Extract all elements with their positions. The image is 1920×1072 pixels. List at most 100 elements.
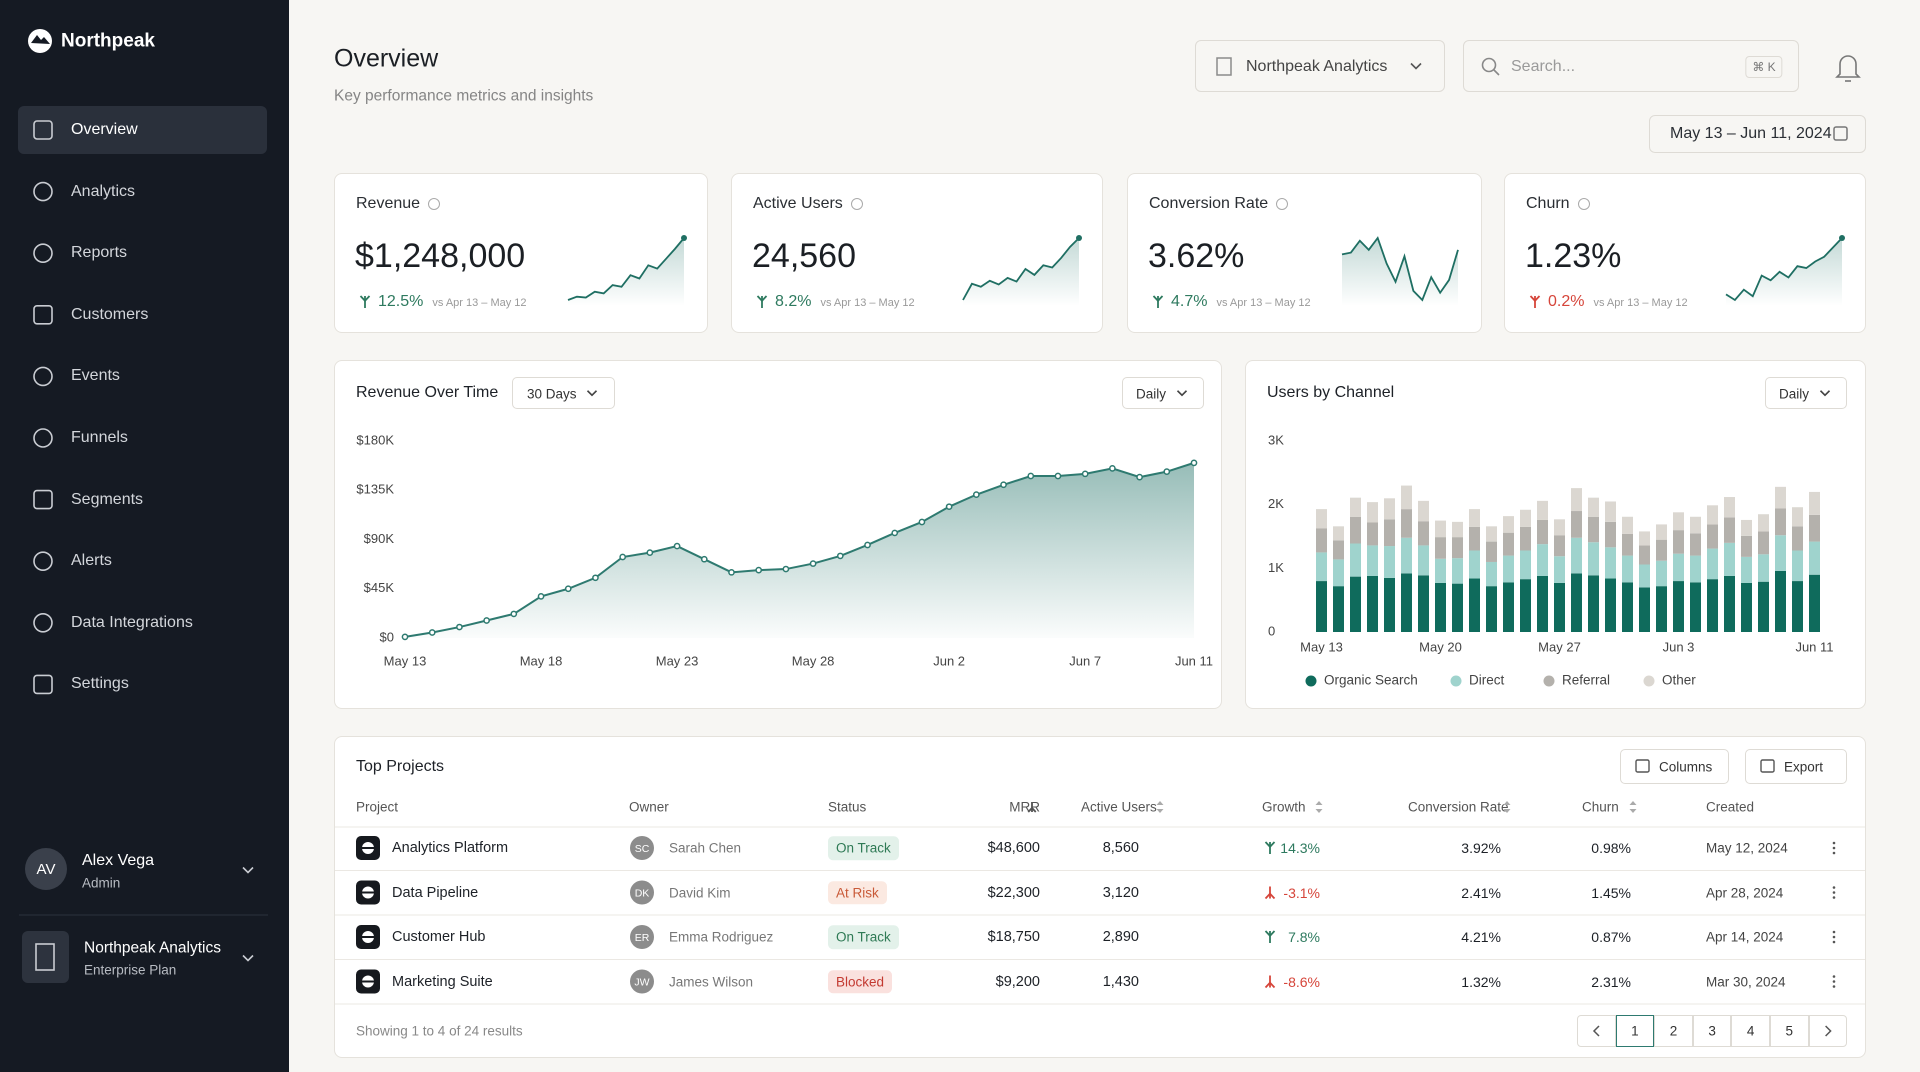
status-pill: At Risk (828, 880, 887, 905)
nav-item[interactable]: Customers (71, 305, 149, 323)
nav-item[interactable]: Events (71, 367, 120, 385)
table-action[interactable] (1620, 749, 1729, 784)
interval-select[interactable] (1122, 377, 1204, 409)
kpi-change-row: 8.2% vs Apr 13 – May 12 (775, 294, 915, 310)
nav-item[interactable]: Overview (71, 121, 138, 138)
chart-title: Revenue Over Time (356, 384, 499, 401)
created: May 12, 2024 (1706, 840, 1788, 856)
kpi-label: Active Users (753, 196, 863, 212)
range-select-label: 30 Days (527, 386, 577, 402)
revenue-card (334, 360, 1222, 709)
nav-item[interactable]: Reports (71, 244, 128, 262)
chart-title: Users by Channel (1267, 384, 1395, 401)
page-title: Overview (334, 44, 439, 73)
table-action[interactable] (1745, 749, 1847, 784)
kpi-label: Revenue (356, 196, 441, 212)
page-subtitle: Key performance metrics and insights (334, 87, 594, 105)
info-icon[interactable] (1577, 198, 1590, 210)
column-header[interactable]: Growth (1262, 799, 1306, 815)
project-name[interactable]: Marketing Suite (392, 973, 493, 990)
pagination-page[interactable] (1692, 1015, 1732, 1047)
info-icon[interactable] (428, 198, 441, 210)
conversion: 4.21% (1461, 929, 1501, 945)
kpi-value: 3.62% (1148, 237, 1245, 275)
pagination-page[interactable] (1654, 1015, 1693, 1047)
column-header: Project (356, 799, 399, 815)
pagination-page[interactable] (1770, 1015, 1809, 1047)
active-users: 1,430 (1102, 973, 1139, 990)
growth: -3.1% (1283, 884, 1320, 901)
kpi-compare: vs Apr 13 – May 12 (1593, 297, 1688, 309)
nav-item[interactable]: Analytics (71, 182, 136, 200)
nav-item[interactable]: Data Integrations (71, 613, 193, 631)
info-icon[interactable] (850, 198, 863, 210)
column-header[interactable]: Active Users (1081, 799, 1157, 815)
nav-item[interactable]: Funnels (71, 429, 128, 446)
kpi-value: $1,248,000 (355, 237, 526, 275)
kpi-compare: vs Apr 13 – May 12 (1216, 297, 1311, 309)
kpi-change-row: 4.7% vs Apr 13 – May 12 (1171, 294, 1311, 310)
kpi-value: 1.23% (1525, 237, 1622, 275)
kpi-label-text: Conversion Rate (1149, 195, 1269, 212)
column-header[interactable]: Conversion Rate (1408, 799, 1509, 815)
column-header[interactable]: Churn (1582, 799, 1619, 815)
owner-name: Emma Rodriguez (669, 929, 774, 945)
kpi-label: Conversion Rate (1149, 195, 1289, 212)
kpi-change: 12.5% (378, 293, 424, 310)
table-title: Top Projects (356, 758, 445, 775)
date-range-button[interactable] (1649, 115, 1866, 153)
range-select[interactable] (512, 377, 615, 409)
search-placeholder: Search... (1511, 58, 1576, 75)
active-users: 8,560 (1102, 839, 1139, 856)
table-action-label: Export (1784, 759, 1824, 775)
info-icon[interactable] (1276, 198, 1289, 210)
workspace-select[interactable] (1195, 40, 1445, 92)
status-pill: On Track (828, 925, 899, 949)
status-pill: On Track (828, 836, 899, 860)
pagination-next[interactable] (1808, 1015, 1848, 1047)
pagination-prev[interactable] (1577, 1015, 1616, 1047)
churn: 0.98% (1591, 840, 1631, 856)
owner-name: David Kim (669, 884, 731, 900)
pagination-page[interactable] (1615, 1015, 1655, 1047)
project-name[interactable]: Customer Hub (392, 928, 486, 945)
created: Apr 14, 2024 (1706, 929, 1784, 945)
mrr: $9,200 (995, 973, 1040, 990)
date-range: May 13 – Jun 11, 2024 (1670, 125, 1832, 142)
kpi-compare: vs Apr 13 – May 12 (432, 297, 527, 309)
nav-item[interactable]: Segments (71, 490, 144, 508)
mrr: $22,300 (987, 884, 1040, 901)
growth: -8.6% (1283, 973, 1320, 990)
kpi-label-text: Churn (1526, 195, 1570, 212)
status-pill: Blocked (828, 969, 893, 994)
column-header[interactable]: MRR (1009, 799, 1040, 815)
nav-item[interactable]: Settings (71, 675, 129, 693)
conversion: 1.32% (1461, 973, 1501, 990)
interval-select[interactable] (1765, 377, 1847, 409)
channel-card (1245, 360, 1866, 709)
project-name[interactable]: Data Pipeline (392, 884, 479, 901)
project-name[interactable]: Analytics Platform (392, 839, 509, 856)
kpi-compare: vs Apr 13 – May 12 (820, 297, 915, 309)
pagination-page[interactable] (1731, 1015, 1770, 1047)
column-header: Created (1706, 799, 1755, 815)
table-footer: Showing 1 to 4 of 24 results (356, 1023, 523, 1039)
active-users: 3,120 (1102, 884, 1139, 901)
kpi-change: 8.2% (775, 293, 812, 310)
interval-select-label: Daily (1779, 386, 1810, 402)
nav-item[interactable]: Alerts (71, 552, 112, 570)
nav-active[interactable] (18, 106, 267, 154)
mrr: $48,600 (987, 839, 1040, 856)
conversion: 2.41% (1461, 884, 1501, 901)
active-users: 2,890 (1102, 928, 1139, 945)
workspace-plan: Enterprise Plan (84, 962, 177, 978)
owner-name: James Wilson (669, 973, 754, 989)
kpi-change: 0.2% (1548, 293, 1585, 310)
workspace-name: Northpeak Analytics (84, 939, 221, 957)
sidebar (0, 0, 289, 1072)
bell-icon (1835, 55, 1861, 78)
kpi-change: 4.7% (1171, 293, 1208, 310)
search-box[interactable] (1463, 40, 1799, 92)
conversion: 3.92% (1461, 840, 1501, 856)
